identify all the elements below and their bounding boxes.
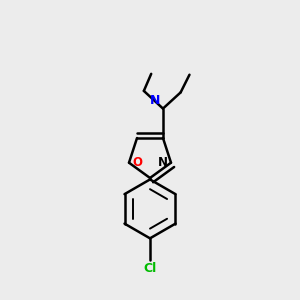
- Text: N: N: [150, 94, 160, 107]
- Text: Cl: Cl: [143, 262, 157, 275]
- Text: N: N: [158, 156, 167, 169]
- Text: O: O: [133, 156, 142, 169]
